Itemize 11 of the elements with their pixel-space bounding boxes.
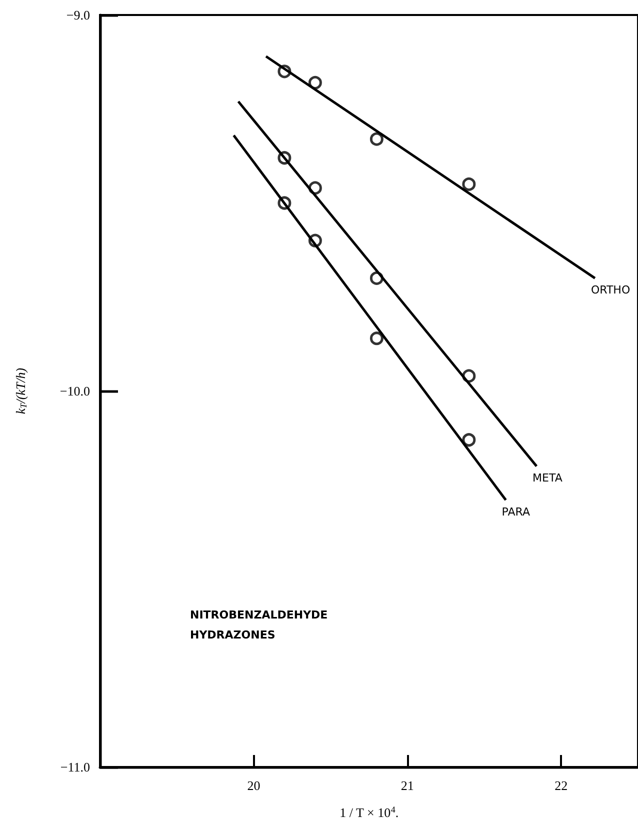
y-tick-label: −9.0 (66, 8, 90, 22)
x-tick-label: 21 (400, 778, 414, 793)
x-tick-label: 20 (247, 778, 260, 793)
y-tick-label: −11.0 (60, 760, 90, 774)
y-tick-label: −10.0 (60, 384, 90, 398)
series-label: META (532, 472, 563, 485)
series-label: PARA (502, 506, 530, 519)
y-axis-title: kT/(kT/h) (13, 368, 28, 414)
annotation: NITROBENZALDEHYDE HYDRAZONES (190, 608, 332, 642)
x-tick-label: 22 (554, 778, 568, 793)
series-label: ORTHO (590, 284, 630, 297)
